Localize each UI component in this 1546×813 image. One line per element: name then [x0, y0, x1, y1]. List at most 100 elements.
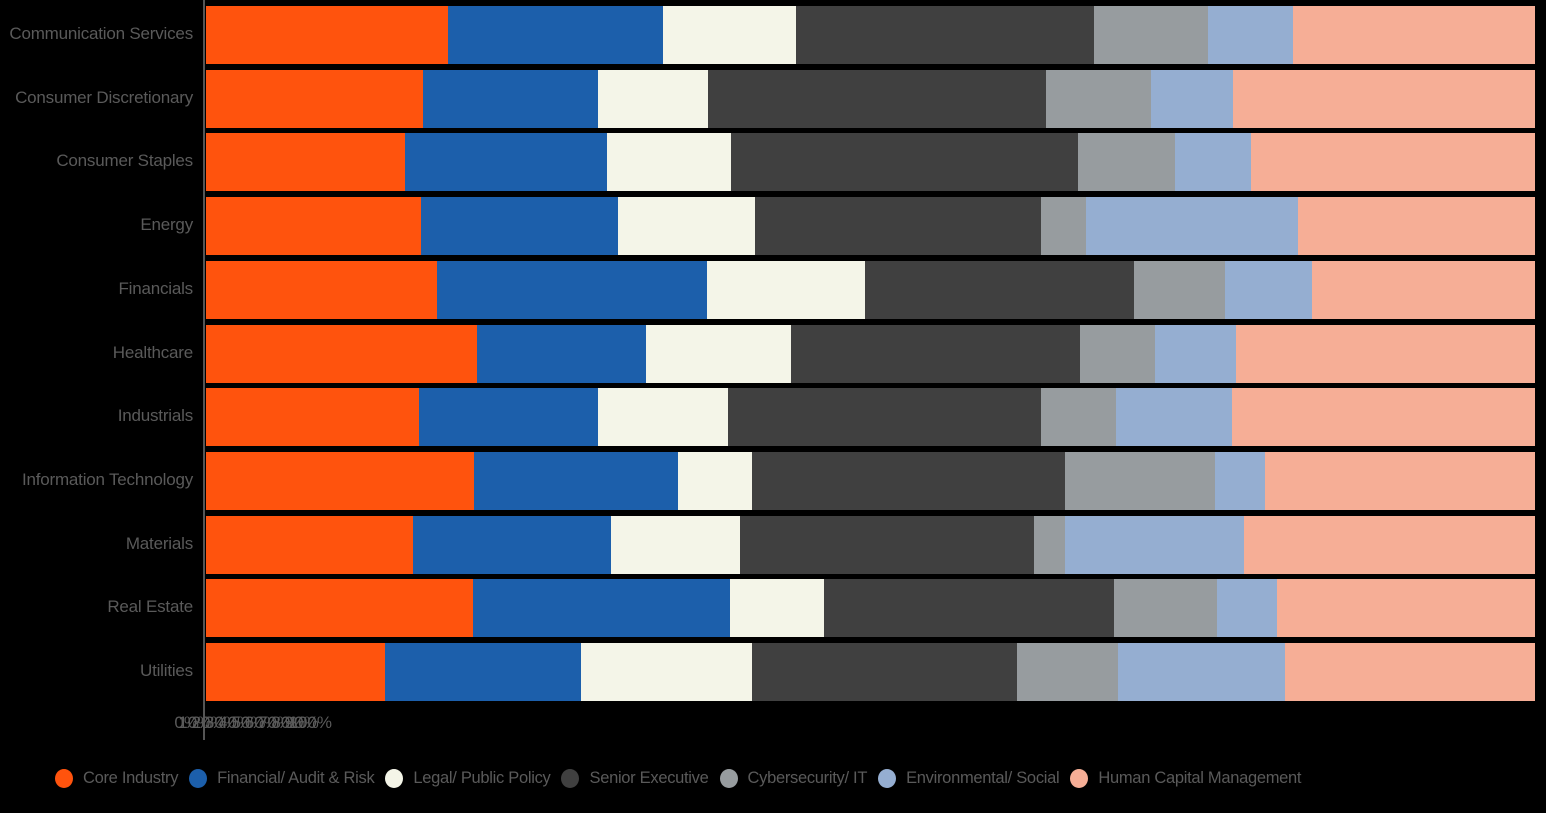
legend-item: Legal/ Public Policy: [385, 769, 551, 788]
bar-segment: [754, 197, 1041, 256]
legend-item: Core Industry: [55, 769, 178, 788]
legend-item: Human Capital Management: [1070, 769, 1302, 788]
bar-segment: [418, 388, 599, 447]
bar-segment: [447, 6, 664, 64]
bar-segment: [1208, 6, 1294, 64]
bar-segment: [1016, 643, 1118, 701]
bar-segment: [1250, 133, 1535, 192]
legend-label: Core Industry: [83, 769, 179, 787]
legend-item: Cybersecurity/ IT: [719, 769, 868, 788]
bar-row: [206, 388, 1535, 447]
legend-label: Environmental/ Social: [906, 769, 1060, 787]
y-axis-label: Consumer Discretionary: [15, 87, 193, 107]
y-axis-label: Information Technology: [21, 469, 193, 489]
x-tick-label: 10%: [178, 713, 213, 732]
legend-swatch-icon: [385, 769, 404, 788]
bar-row: [206, 133, 1535, 192]
bar-segment: [729, 579, 824, 638]
bar-segment: [740, 515, 1034, 574]
bar-segment: [707, 260, 866, 319]
bar-segment: [1113, 579, 1218, 638]
legend-item: Senior Executive: [561, 769, 709, 788]
bar-segment: [823, 579, 1114, 638]
legend-label: Cybersecurity/ IT: [747, 769, 868, 787]
x-tick-label: 70%: [258, 713, 293, 732]
x-tick-label: 100%: [288, 713, 332, 732]
bar-segment: [1077, 133, 1175, 192]
bar-segment: [1298, 197, 1535, 256]
bar-row: [206, 69, 1535, 128]
bar-segment: [598, 388, 729, 447]
y-axis-line: [203, 0, 205, 740]
y-axis-label: Materials: [125, 533, 193, 553]
bar-row: [206, 515, 1535, 574]
bar-segment: [1085, 197, 1299, 256]
bar-segment: [1033, 515, 1065, 574]
bar-segment: [790, 324, 1081, 383]
bar-segment: [865, 260, 1134, 319]
bar-segment: [1117, 643, 1286, 701]
bar-segment: [1311, 260, 1535, 319]
x-tick-label: 0%: [174, 713, 199, 732]
bar-segment: [206, 324, 478, 383]
bar-segment: [206, 260, 438, 319]
legend-swatch-icon: [1070, 769, 1089, 788]
bar-segment: [1133, 260, 1226, 319]
bar-segment: [752, 643, 1017, 701]
bar-segment: [1150, 69, 1234, 128]
bar-segment: [1231, 388, 1535, 447]
bar-segment: [474, 451, 678, 510]
bar-segment: [1154, 324, 1236, 383]
bar-segment: [1277, 579, 1535, 638]
bar-segment: [1243, 515, 1535, 574]
y-axis-label: Healthcare: [112, 342, 193, 362]
bar-segment: [708, 69, 1046, 128]
bar-segment: [598, 69, 709, 128]
bar-segment: [1045, 69, 1151, 128]
bar-segment: [1040, 388, 1117, 447]
bar-row: [206, 643, 1535, 701]
bar-segment: [1080, 324, 1155, 383]
bar-segment: [1064, 515, 1244, 574]
bar-segment: [206, 579, 474, 638]
x-tick-label: 50%: [231, 713, 266, 732]
legend: Core Industry Financial/ Audit & Risk Lega…: [55, 769, 1312, 788]
x-tick-label: 30%: [204, 713, 239, 732]
bar-row: [206, 260, 1535, 319]
bar-segment: [206, 388, 419, 447]
legend-label: Human Capital Management: [1098, 769, 1302, 787]
bar-segment: [422, 69, 599, 128]
legend-swatch-icon: [878, 769, 897, 788]
bar-row: [206, 579, 1535, 638]
bar-segment: [1040, 197, 1086, 256]
bar-segment: [580, 643, 753, 701]
bar-segment: [206, 515, 414, 574]
bar-segment: [607, 133, 731, 192]
y-axis-label: Industrials: [117, 406, 193, 426]
bar-row: [206, 324, 1535, 383]
bar-segment: [663, 6, 797, 64]
bar-segment: [206, 69, 423, 128]
legend-label: Senior Executive: [589, 769, 709, 787]
y-axis-label: Utilities: [140, 661, 193, 680]
bar-segment: [1116, 388, 1232, 447]
x-tick-label: 20%: [191, 713, 226, 732]
bar-segment: [206, 451, 475, 510]
bar-segment: [206, 197, 422, 256]
bar-segment: [421, 197, 618, 256]
bar-segment: [611, 515, 741, 574]
bar-segment: [645, 324, 791, 383]
bar-segment: [206, 133, 406, 192]
bar-segment: [1225, 260, 1312, 319]
bar-row: [206, 6, 1535, 64]
bar-segment: [730, 133, 1078, 192]
legend-item: Environmental/ Social: [878, 769, 1060, 788]
bar-segment: [413, 515, 612, 574]
bar-segment: [677, 451, 753, 510]
y-axis-label: Financials: [118, 278, 193, 298]
y-axis-label: Communication Services: [9, 24, 193, 43]
bar-segment: [1293, 6, 1535, 64]
bar-segment: [1235, 324, 1535, 383]
bar-row: [206, 451, 1535, 510]
